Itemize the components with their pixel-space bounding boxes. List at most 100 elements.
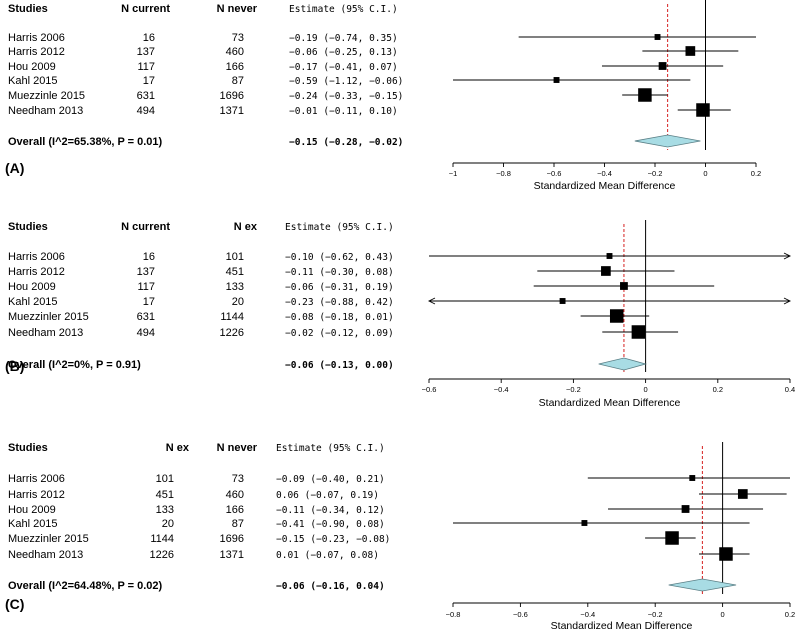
panel-2-study-marker bbox=[559, 298, 566, 304]
panel-3-study-n1: 101 bbox=[156, 473, 174, 485]
panel-2-study-name: Harris 2012 bbox=[8, 266, 65, 278]
panel-2-x-tick-label: 0.2 bbox=[713, 385, 723, 394]
panel-1-study-n1: 631 bbox=[137, 90, 155, 102]
panel-3-study-n2: 87 bbox=[232, 518, 244, 530]
panel-2-study-n2: 133 bbox=[226, 281, 244, 293]
panel-1-study-estimate: −0.19 (−0.74, 0.35) bbox=[289, 33, 398, 44]
panel-1-study-n1: 117 bbox=[137, 61, 155, 73]
panel-2-ci-arrow-right bbox=[783, 297, 792, 305]
panel-3-x-tick-label: −0.8 bbox=[446, 610, 461, 619]
panel-1-study-estimate: −0.24 (−0.33, −0.15) bbox=[289, 91, 403, 102]
panel-3-header-n1: N ex bbox=[166, 442, 190, 454]
panel-1-panel-label: (A) bbox=[5, 160, 24, 176]
panel-2-study-estimate: −0.02 (−0.12, 0.09) bbox=[285, 328, 394, 339]
panel-3-study-n1: 1226 bbox=[150, 549, 174, 561]
panel-2-study-marker bbox=[606, 253, 613, 259]
panel-1-study-estimate: −0.59 (−1.12, −0.06) bbox=[289, 76, 403, 87]
panel-2-x-tick-label: −0.4 bbox=[494, 385, 509, 394]
panel-1-study-n2: 87 bbox=[232, 75, 244, 87]
panel-1-x-tick-label: −0.2 bbox=[648, 169, 663, 178]
panel-1-x-tick-label: −0.4 bbox=[597, 169, 612, 178]
panel-3-x-tick-label: −0.2 bbox=[648, 610, 663, 619]
panel-3-study-n1: 20 bbox=[162, 518, 174, 530]
panel-3-header-n2: N never bbox=[217, 442, 258, 454]
panel-1-x-tick-label: 0.2 bbox=[751, 169, 761, 178]
panel-2-overall-label: Overall (I^2=0%, P = 0.91) bbox=[8, 359, 141, 371]
panel-3-study-n2: 166 bbox=[226, 504, 244, 516]
panel-1-study-name: Harris 2012 bbox=[8, 46, 65, 58]
panel-1-study-marker bbox=[685, 46, 696, 56]
panel-1-study-marker bbox=[696, 103, 710, 117]
panel-3-study-marker bbox=[737, 489, 748, 499]
panel-2-overall-estimate: −0.06 (−0.13, 0.00) bbox=[285, 360, 394, 371]
panel-3-study-n2: 73 bbox=[232, 473, 244, 485]
panel-3-overall-diamond bbox=[668, 578, 737, 592]
panel-3-header-estimate: Estimate (95% C.I.) bbox=[276, 443, 385, 454]
panel-2-study-marker bbox=[620, 282, 628, 290]
panel-3-study-estimate: −0.41 (−0.90, 0.08) bbox=[276, 519, 385, 530]
panel-1-study-n1: 16 bbox=[143, 32, 155, 44]
panel-3-study-n2: 460 bbox=[226, 489, 244, 501]
panel-1-study-marker bbox=[553, 77, 560, 83]
panel-3-study-marker bbox=[719, 547, 733, 561]
panel-3-study-n2: 1696 bbox=[220, 533, 244, 545]
panel-3-overall-estimate: −0.06 (−0.16, 0.04) bbox=[276, 581, 385, 592]
panel-2-study-estimate: −0.10 (−0.62, 0.43) bbox=[285, 252, 394, 263]
panel-1-study-n2: 166 bbox=[226, 61, 244, 73]
panel-3-study-n1: 133 bbox=[156, 504, 174, 516]
panel-2-study-name: Needham 2013 bbox=[8, 327, 83, 339]
panel-1-study-marker bbox=[638, 88, 652, 102]
panel-2-study-n1: 16 bbox=[143, 251, 155, 263]
panel-2-study-n1: 17 bbox=[143, 296, 155, 308]
panel-2-ci-arrow-left bbox=[427, 297, 436, 305]
panel-3-panel-label: (C) bbox=[5, 596, 24, 612]
panel-1-study-estimate: −0.01 (−0.11, 0.10) bbox=[289, 106, 398, 117]
panel-1-x-tick-label: 0 bbox=[703, 169, 707, 178]
panel-2-study-n2: 20 bbox=[232, 296, 244, 308]
panel-3-study-estimate: −0.09 (−0.40, 0.21) bbox=[276, 474, 385, 485]
panel-3-study-estimate: 0.01 (−0.07, 0.08) bbox=[276, 550, 379, 561]
panel-1-study-name: Hou 2009 bbox=[8, 61, 56, 73]
panel-1-study-n1: 137 bbox=[137, 46, 155, 58]
panel-2-study-name: Muezzinler 2015 bbox=[8, 311, 89, 323]
panel-2-study-estimate: −0.11 (−0.30, 0.08) bbox=[285, 267, 394, 278]
panel-2-study-n1: 631 bbox=[137, 311, 155, 323]
panel-2-study-n2: 101 bbox=[226, 251, 244, 263]
panel-3-study-marker bbox=[689, 475, 696, 481]
panel-2-x-tick-label: −0.6 bbox=[422, 385, 437, 394]
panel-3-study-name: Kahl 2015 bbox=[8, 518, 58, 530]
panel-1-study-estimate: −0.17 (−0.41, 0.07) bbox=[289, 62, 398, 73]
panel-3-study-n1: 1144 bbox=[150, 533, 174, 545]
panel-1-study-name: Harris 2006 bbox=[8, 32, 65, 44]
panel-1-x-axis-label: Standardized Mean Difference bbox=[534, 180, 676, 192]
panel-2-study-estimate: −0.23 (−0.88, 0.42) bbox=[285, 297, 394, 308]
panel-3-study-marker bbox=[681, 505, 690, 513]
panel-2-study-n1: 117 bbox=[137, 281, 155, 293]
panel-3-study-estimate: −0.15 (−0.23, −0.08) bbox=[276, 534, 390, 545]
panel-3-x-tick-label: 0.2 bbox=[785, 610, 795, 619]
panel-2-x-tick-label: 0 bbox=[644, 385, 648, 394]
panel-2-panel-label: (B) bbox=[5, 358, 24, 374]
panel-3-study-name: Needham 2013 bbox=[8, 549, 83, 561]
panel-2-study-n2: 1144 bbox=[220, 311, 244, 323]
panel-1-study-estimate: −0.06 (−0.25, 0.13) bbox=[289, 47, 398, 58]
panel-1-study-marker bbox=[658, 62, 667, 70]
panel-2-study-name: Hou 2009 bbox=[8, 281, 56, 293]
panel-1-study-n1: 17 bbox=[143, 75, 155, 87]
panel-1-study-marker bbox=[654, 34, 661, 40]
panel-2-header-estimate: Estimate (95% C.I.) bbox=[285, 222, 394, 233]
panel-3-x-axis-label: Standardized Mean Difference bbox=[551, 620, 693, 632]
panel-3-overall-label: Overall (I^2=64.48%, P = 0.02) bbox=[8, 580, 163, 592]
panel-1-x-tick-label: −1 bbox=[449, 169, 458, 178]
panel-2-study-estimate: −0.06 (−0.31, 0.19) bbox=[285, 282, 394, 293]
panel-3-study-n1: 451 bbox=[156, 489, 174, 501]
panel-2-x-tick-label: −0.2 bbox=[566, 385, 581, 394]
panel-1-header-n1: N current bbox=[121, 3, 170, 15]
panel-2-x-tick-label: 0.4 bbox=[785, 385, 795, 394]
panel-3-study-estimate: 0.06 (−0.07, 0.19) bbox=[276, 490, 379, 501]
panel-3-x-tick-label: −0.6 bbox=[513, 610, 528, 619]
panel-3-study-n2: 1371 bbox=[220, 549, 244, 561]
panel-1-study-name: Needham 2013 bbox=[8, 105, 83, 117]
panel-1-overall-estimate: −0.15 (−0.28, −0.02) bbox=[289, 137, 403, 148]
panel-2-study-marker bbox=[631, 325, 646, 339]
